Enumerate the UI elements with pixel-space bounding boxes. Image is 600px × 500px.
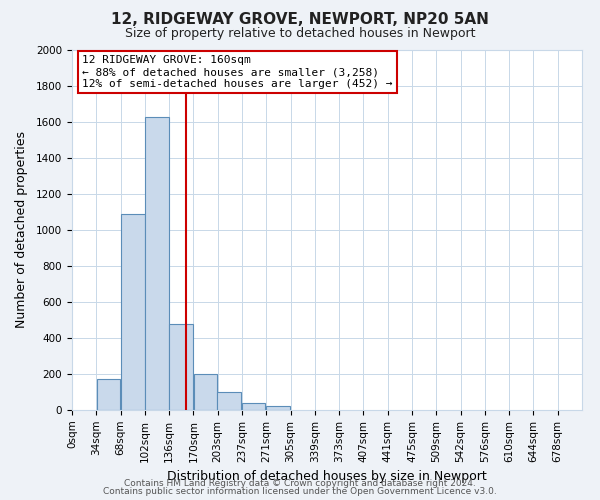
- Text: 12, RIDGEWAY GROVE, NEWPORT, NP20 5AN: 12, RIDGEWAY GROVE, NEWPORT, NP20 5AN: [111, 12, 489, 28]
- Bar: [145, 116, 169, 410]
- Bar: [121, 214, 145, 410]
- Bar: [242, 403, 265, 410]
- Y-axis label: Number of detached properties: Number of detached properties: [14, 132, 28, 328]
- Text: 12 RIDGEWAY GROVE: 160sqm
← 88% of detached houses are smaller (3,258)
12% of se: 12 RIDGEWAY GROVE: 160sqm ← 88% of detac…: [82, 56, 392, 88]
- Bar: [169, 324, 193, 410]
- Text: Contains public sector information licensed under the Open Government Licence v3: Contains public sector information licen…: [103, 487, 497, 496]
- Text: Size of property relative to detached houses in Newport: Size of property relative to detached ho…: [125, 28, 475, 40]
- Bar: [266, 406, 290, 410]
- X-axis label: Distribution of detached houses by size in Newport: Distribution of detached houses by size …: [167, 470, 487, 483]
- Bar: [97, 380, 120, 410]
- Bar: [217, 392, 241, 410]
- Text: Contains HM Land Registry data © Crown copyright and database right 2024.: Contains HM Land Registry data © Crown c…: [124, 478, 476, 488]
- Bar: [194, 374, 217, 410]
